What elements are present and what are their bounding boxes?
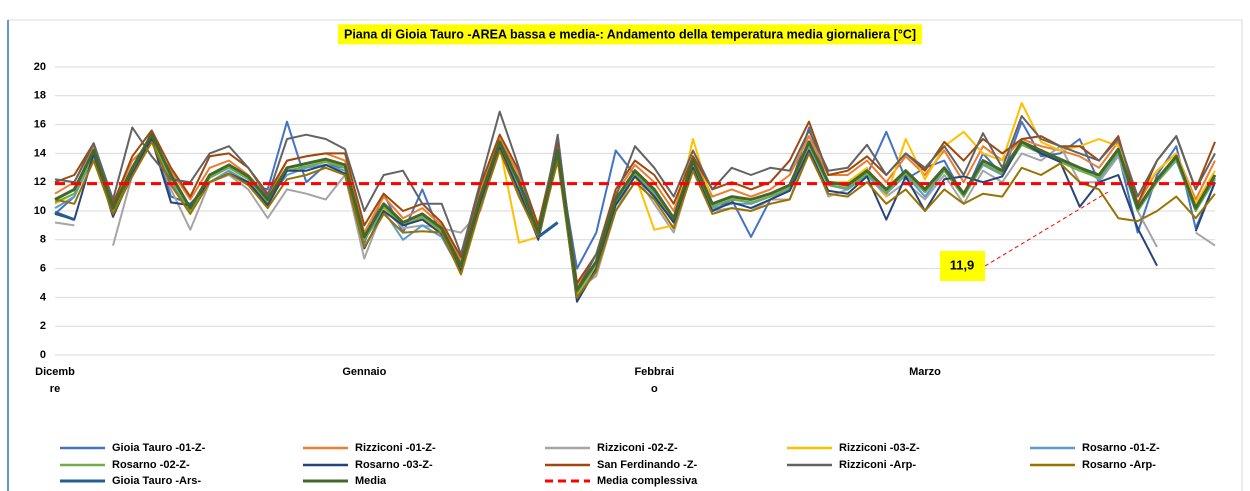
y-tick-label: 10 bbox=[34, 205, 46, 217]
legend-label: Rizziconi -01-Z- bbox=[355, 442, 436, 454]
chart-title: Piana di Gioia Tauro -AREA bassa e media… bbox=[344, 27, 916, 41]
series-line bbox=[54, 110, 1216, 292]
title-background bbox=[337, 24, 923, 45]
series-line bbox=[54, 133, 1217, 292]
y-tick-label: 16 bbox=[34, 119, 46, 131]
y-tick-label: 0 bbox=[40, 349, 46, 361]
legend-label: Media bbox=[355, 475, 387, 487]
legend-label: Rosarno -03-Z- bbox=[355, 459, 433, 471]
y-tick-label: 2 bbox=[40, 320, 46, 332]
legend-label: Rizziconi -02-Z- bbox=[597, 442, 678, 454]
legend-label: Gioia Tauro -Ars- bbox=[112, 475, 201, 487]
y-tick-label: 18 bbox=[34, 90, 46, 102]
y-tick-label: 6 bbox=[40, 263, 46, 275]
legend-label: Rizziconi -Arp- bbox=[839, 459, 916, 471]
legend-label: Rosarno -01-Z- bbox=[1082, 442, 1160, 454]
legend-label: Rizziconi -03-Z- bbox=[839, 442, 920, 454]
legend-label: San Ferdinando -Z- bbox=[597, 459, 698, 471]
x-tick-label: Gennaio bbox=[342, 366, 387, 378]
annotation-box bbox=[940, 251, 985, 281]
x-tick-label: Dicembre bbox=[35, 366, 75, 395]
legend-label: Gioia Tauro -01-Z- bbox=[112, 442, 206, 454]
annotation-label: 11,9 bbox=[950, 257, 975, 272]
series-line bbox=[54, 210, 559, 239]
y-tick-label: 14 bbox=[34, 147, 47, 159]
legend-label: Media complessiva bbox=[597, 475, 698, 487]
chart-frame bbox=[7, 19, 1243, 491]
x-tick-label: Marzo bbox=[909, 366, 941, 378]
legend-label: Rosarno -Arp- bbox=[1082, 459, 1156, 471]
y-tick-label: 12 bbox=[34, 176, 46, 188]
series-line bbox=[54, 138, 1216, 295]
y-tick-label: 8 bbox=[40, 234, 46, 246]
y-tick-label: 4 bbox=[40, 291, 47, 303]
x-tick-label: Febbraio bbox=[634, 366, 675, 395]
annotation-leader bbox=[984, 191, 1109, 267]
y-tick-label: 20 bbox=[34, 61, 46, 73]
legend-label: Rosarno -02-Z- bbox=[112, 459, 190, 471]
